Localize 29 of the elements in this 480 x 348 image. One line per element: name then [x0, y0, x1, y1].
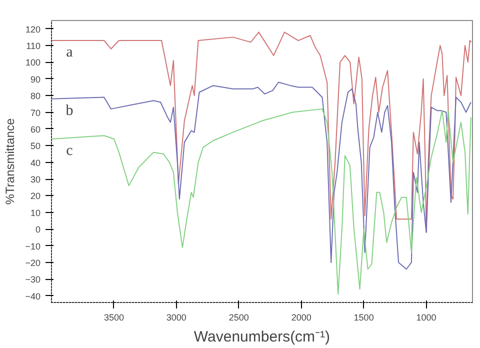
y-tick-label: 0: [35, 224, 41, 235]
x-tick-label: 3000: [166, 312, 186, 322]
y-tick-label: 90: [30, 74, 41, 84]
annotation: b: [66, 102, 74, 119]
y-tick-label: 80: [30, 91, 41, 102]
y-tick-label: 40: [30, 158, 41, 168]
y-tick-label: 20: [30, 191, 41, 202]
line-series: [52, 82, 472, 270]
x-tick-label: 1000: [416, 312, 436, 322]
y-tick-label: 120: [25, 24, 41, 34]
y-tick-label: 50: [30, 141, 41, 152]
y-tick-label: 60: [30, 124, 41, 134]
x-tick-label: 2500: [228, 312, 249, 322]
annotation: c: [66, 142, 74, 159]
y-tick-label: −20: [25, 258, 41, 268]
y-tick-label: 10: [30, 208, 41, 218]
y-tick-label: 100: [25, 58, 41, 68]
x-tick-label: 2000: [291, 312, 312, 322]
y-tick-label: −30: [25, 274, 41, 285]
y-tick-label: −40: [25, 291, 41, 302]
y-tick-label: −10: [25, 241, 41, 252]
x-tick-label: 3500: [104, 312, 124, 322]
x-tick-label: 1500: [354, 312, 374, 322]
y-axis-title: %Transmittance: [3, 118, 18, 205]
y-tick-label: 70: [30, 108, 41, 118]
y-tick-label: 110: [26, 41, 41, 52]
y-tick-label: 30: [30, 174, 41, 185]
annotation: a: [66, 44, 74, 61]
x-axis-title: Wavenumbers(cm⁻¹): [194, 328, 330, 346]
